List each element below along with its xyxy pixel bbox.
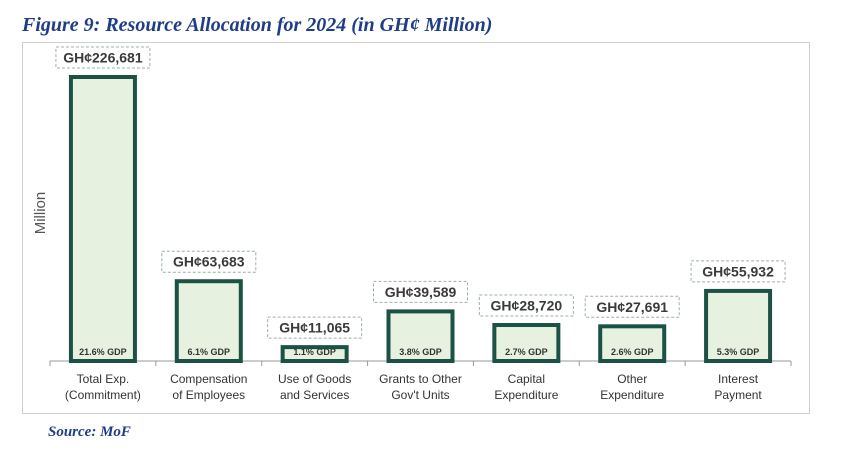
gdp-share-label: 6.1% GDP [188,347,231,357]
x-tick-label: Capital [508,372,545,386]
chart-frame: Million 21.6% GDP GH¢226,681 Total Exp. (Com… [22,42,810,414]
value-label: GH¢226,681 [63,50,143,66]
value-label-box [478,294,574,317]
x-tick-label: Interest [718,372,759,386]
gdp-share-label: 1.1% GDP [293,347,336,357]
value-label: GH¢28,720 [491,298,563,314]
x-tick-label: Compensation [170,372,247,386]
gdp-share-label: 21.6% GDP [79,347,127,357]
x-tick-label: Expenditure [600,388,664,402]
x-tick-label: Total Exp. [77,372,130,386]
gdp-share-label: 2.7% GDP [505,347,548,357]
x-tick-label: Gov't Units [391,388,449,402]
bar [280,345,349,364]
x-tick-label: Expenditure [494,388,558,402]
value-label-box [373,280,468,303]
chart-title: Figure 9: Resource Allocation for 2024 (… [22,14,493,36]
x-tick-label: (Commitment) [65,388,141,402]
bar [704,288,773,363]
bar-chart: Million 21.6% GDP GH¢226,681 Total Exp. (Com… [32,46,792,402]
bar [386,309,455,364]
value-label: GH¢63,683 [173,254,245,270]
gdp-share-label: 5.3% GDP [717,347,760,357]
value-label-box [584,295,680,318]
y-axis-title: Million [32,192,49,235]
gdp-share-label: 2.6% GDP [611,347,654,357]
x-tick-label: Grants to Other [379,372,462,386]
bar [174,279,243,363]
value-label: GH¢39,589 [385,284,457,300]
x-tick-label: Use of Goods [278,372,351,386]
value-label: GH¢27,691 [596,299,668,315]
value-label: GH¢55,932 [702,263,774,279]
bar [68,75,137,363]
source-note: Source: MoF [48,424,131,440]
value-label: GH¢11,065 [279,320,350,336]
x-tick-label: Payment [714,388,762,402]
value-label-box [55,46,151,69]
value-label-box [161,250,257,273]
bar [598,324,667,364]
x-tick-label: of Employees [172,388,245,402]
value-label-box [690,260,786,283]
value-label-box [267,316,363,339]
x-tick-label: and Services [280,388,349,402]
gdp-share-label: 3.8% GDP [399,347,442,357]
x-tick-label: Other [617,372,647,386]
bar [492,323,561,363]
